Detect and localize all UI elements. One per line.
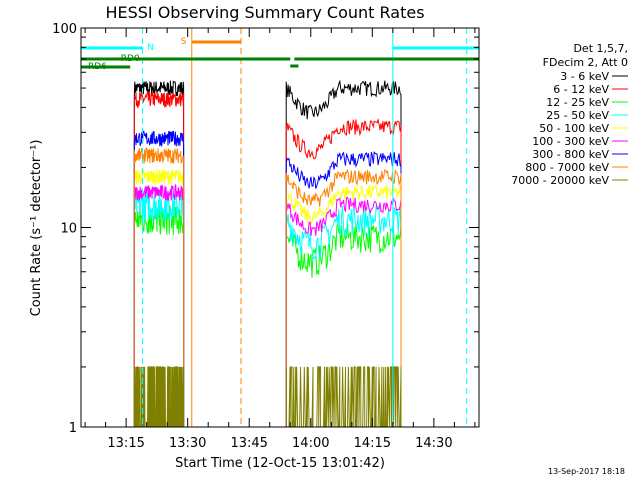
legend-label-8: 7000 - 20000 keV <box>511 174 609 187</box>
y-tick-label: 1 <box>69 421 77 436</box>
series-line-5-seg2 <box>285 196 402 427</box>
x-tick-label: 14:15 <box>354 436 391 451</box>
series-line-6-seg2 <box>285 151 402 427</box>
y-axis-label: Count Rate (s⁻¹ detector⁻¹) <box>29 140 44 317</box>
rd0-flag-label: RD0 <box>121 54 140 64</box>
data-layer <box>133 79 402 428</box>
legend-label-0: 3 - 6 keV <box>560 70 609 83</box>
s-flag-label: S <box>181 37 187 47</box>
legend-label-2: 12 - 25 keV <box>546 96 609 109</box>
n-flag-label: N <box>147 43 154 53</box>
series-line-8-seg2 <box>285 366 402 428</box>
series-line-7-seg1 <box>133 147 185 427</box>
legend-label-7: 800 - 7000 keV <box>525 161 609 174</box>
x-tick-label: 14:00 <box>292 436 329 451</box>
y-tick-label: 10 <box>60 222 77 237</box>
legend-label-4: 50 - 100 keV <box>539 122 609 135</box>
legend-label-3: 25 - 50 keV <box>546 109 609 122</box>
series-line-6-seg1 <box>133 130 185 427</box>
x-tick-label: 13:15 <box>107 436 144 451</box>
series-line-0-seg2 <box>285 79 402 427</box>
series-line-2-seg2 <box>285 222 402 427</box>
legend-label-6: 300 - 800 keV <box>532 148 609 161</box>
series-line-1-seg2 <box>285 117 402 427</box>
legend-header-1: Det 1,5,7, <box>573 42 628 55</box>
series-line-1-seg1 <box>133 91 185 427</box>
generation-timestamp: 13-Sep-2017 18:18 <box>548 467 625 476</box>
chart-title: HESSI Observing Summary Count Rates <box>105 3 424 22</box>
series-line-7-seg2 <box>285 168 402 427</box>
axis-layer: 1 10 100 13:15 13:30 13:45 14:00 14:15 14:30 <box>52 22 479 451</box>
legend-label-5: 100 - 300 keV <box>532 135 609 148</box>
x-tick-label: 13:30 <box>169 436 206 451</box>
rd6-flag-label: RD6 <box>88 62 107 72</box>
series-line-4-seg2 <box>285 183 402 427</box>
series-line-0-seg1 <box>133 80 185 427</box>
x-tick-label: 14:30 <box>415 436 452 451</box>
flags-layer: N S RD0 RD6 <box>81 28 479 427</box>
series-line-5-seg1 <box>133 183 185 427</box>
series-line-3-seg2 <box>285 204 402 427</box>
x-tick-label: 13:45 <box>230 436 267 451</box>
x-axis-label: Start Time (12-Oct-15 13:01:42) <box>175 456 385 471</box>
y-tick-label: 100 <box>52 22 77 37</box>
legend-label-1: 6 - 12 keV <box>553 83 609 96</box>
legend-header-2: FDecim 2, Att 0 <box>543 56 628 69</box>
series-line-8-seg1 <box>133 366 185 428</box>
